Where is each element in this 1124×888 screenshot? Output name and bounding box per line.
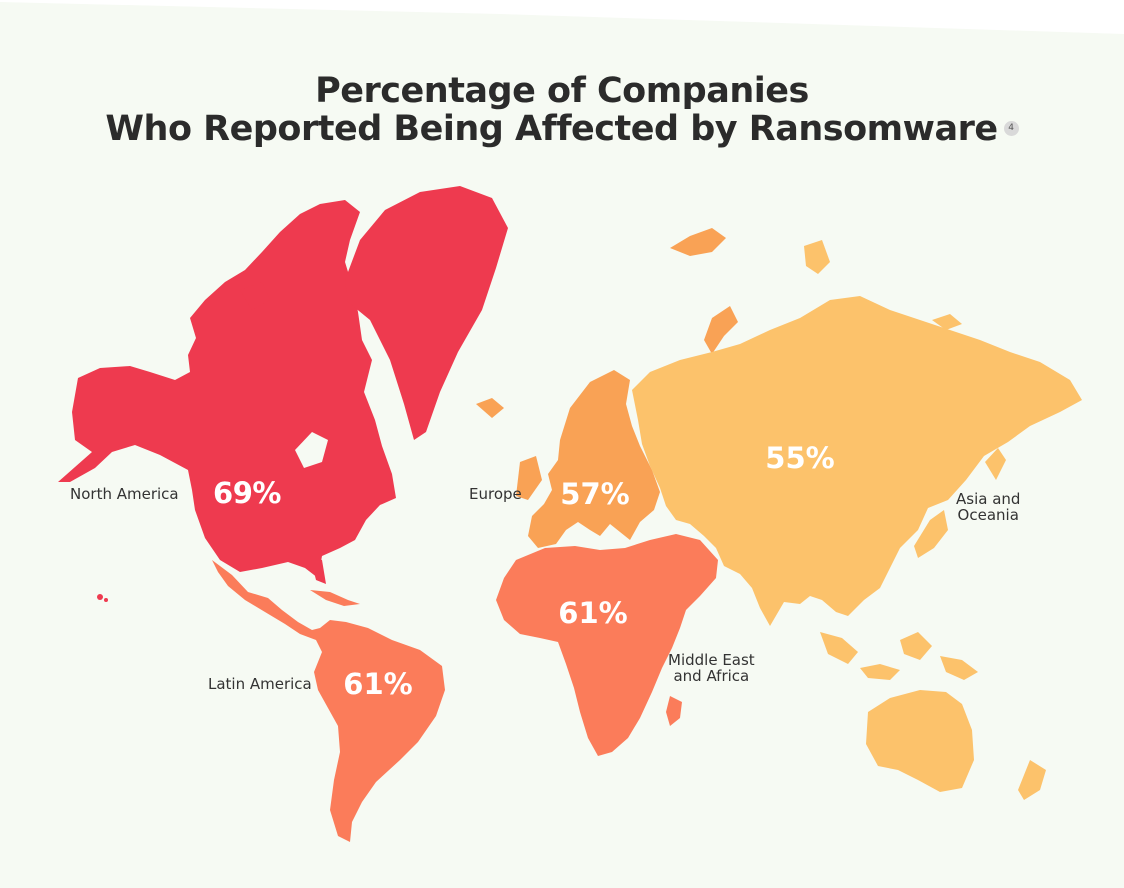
percent-middle-east-africa: 61% bbox=[558, 596, 627, 630]
percent-latin-america: 61% bbox=[343, 667, 412, 701]
label-middle-east-africa-line2: and Africa bbox=[673, 667, 750, 685]
label-latin-america: Latin America bbox=[208, 675, 312, 693]
chart-title: Percentage of Companies Who Reported Bei… bbox=[0, 72, 1124, 148]
label-asia-oceania-line2: Oceania bbox=[957, 506, 1019, 524]
percent-europe: 57% bbox=[560, 477, 629, 511]
label-middle-east-africa-line1: Middle East bbox=[668, 651, 755, 669]
region-asia-oceania[interactable] bbox=[632, 240, 1082, 800]
label-middle-east-africa: Middle East and Africa bbox=[668, 652, 755, 684]
label-europe: Europe bbox=[469, 485, 522, 503]
region-latin-america[interactable] bbox=[212, 560, 445, 842]
percent-north-america: 69% bbox=[213, 476, 281, 510]
top-edge-shape bbox=[0, 0, 1124, 34]
region-europe[interactable] bbox=[476, 228, 738, 548]
label-north-america: North America bbox=[70, 485, 179, 503]
title-line-2-text: Who Reported Being Affected by Ransomwar… bbox=[105, 109, 998, 149]
region-greenland[interactable] bbox=[345, 186, 508, 440]
footnote-badge[interactable]: 4 bbox=[1003, 120, 1019, 136]
label-asia-oceania: Asia and Oceania bbox=[956, 491, 1020, 523]
percent-asia-oceania: 55% bbox=[765, 441, 834, 475]
label-asia-oceania-line1: Asia and bbox=[956, 490, 1021, 508]
title-line-2: Who Reported Being Affected by Ransomwar… bbox=[0, 110, 1124, 148]
region-middle-east-africa[interactable] bbox=[496, 534, 718, 756]
region-north-america[interactable] bbox=[58, 200, 396, 602]
title-line-1: Percentage of Companies bbox=[315, 71, 809, 111]
